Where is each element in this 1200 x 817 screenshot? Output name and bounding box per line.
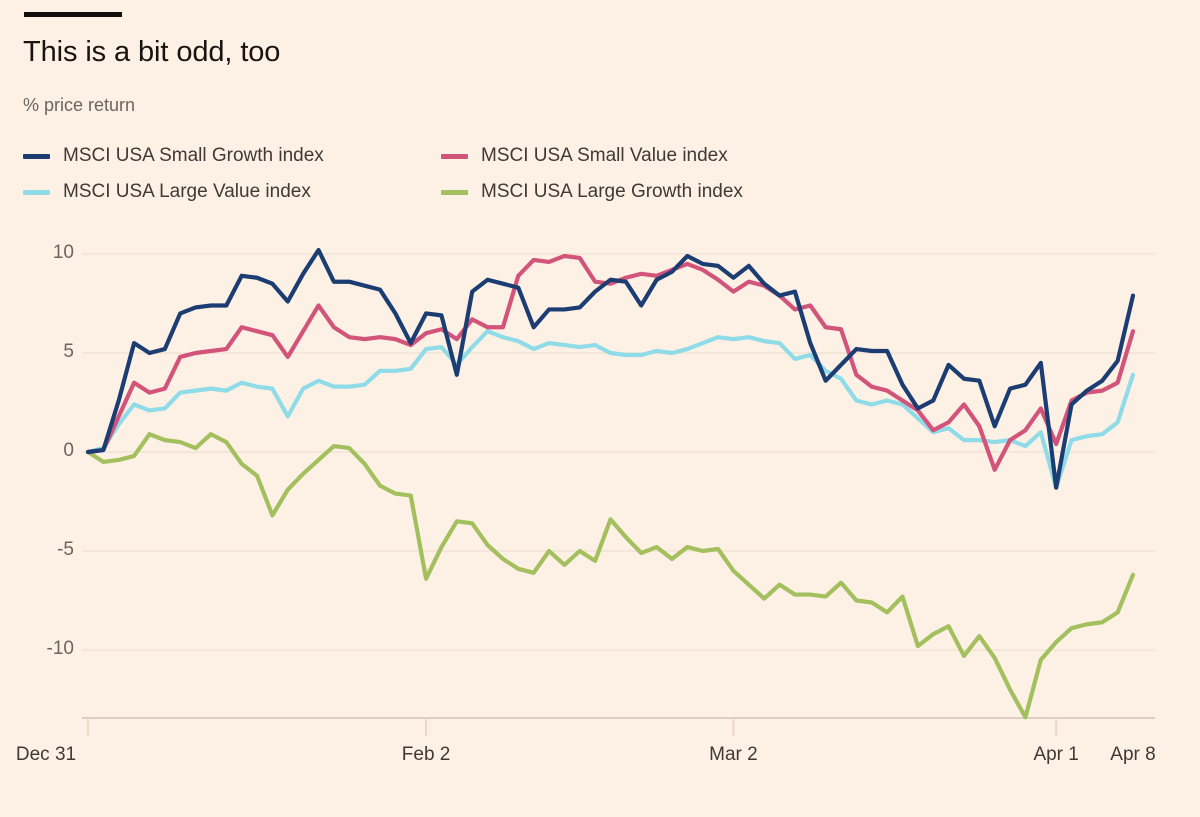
series-line — [85, 329, 1136, 490]
page-title: This is a bit odd, too — [23, 36, 281, 68]
series-line — [85, 253, 1136, 472]
x-axis-tick-label: Mar 2 — [709, 744, 758, 765]
legend-swatch-icon-small-value — [441, 153, 468, 159]
legend-row-2: MSCI USA Large Value index MSCI USA Larg… — [23, 177, 1143, 213]
legend-swatch-icon-small-growth — [23, 153, 50, 159]
y-axis-tick-label: 10 — [52, 242, 74, 263]
legend-item-small-growth[interactable]: MSCI USA Small Growth index — [23, 141, 441, 171]
legend-row-1: MSCI USA Small Growth index MSCI USA Sma… — [23, 141, 1143, 177]
series-line — [85, 432, 1136, 720]
legend-item-small-value[interactable]: MSCI USA Small Value index — [441, 141, 861, 171]
x-axis-tick-label: Apr 8 — [1110, 744, 1156, 765]
legend-swatch-icon-large-value — [23, 189, 50, 195]
legend-item-large-growth[interactable]: MSCI USA Large Growth index — [441, 177, 861, 207]
y-axis-tick-label: 0 — [63, 440, 74, 461]
chart-legend: MSCI USA Small Growth index MSCI USA Sma… — [23, 141, 1143, 213]
legend-label-large-growth: MSCI USA Large Growth index — [481, 181, 743, 202]
legend-label-small-growth: MSCI USA Small Growth index — [63, 145, 324, 166]
legend-label-small-value: MSCI USA Small Value index — [481, 145, 728, 166]
series-line — [85, 247, 1136, 490]
y-axis-tick-label: 5 — [63, 341, 74, 362]
y-axis-tick-label: -10 — [46, 638, 74, 659]
x-axis-tick-label: Apr 1 — [1033, 744, 1079, 765]
chart-subtitle: % price return — [23, 95, 136, 115]
legend-item-large-value[interactable]: MSCI USA Large Value index — [23, 177, 441, 207]
legend-swatch-icon-large-growth — [441, 189, 468, 195]
legend-label-large-value: MSCI USA Large Value index — [63, 181, 311, 202]
x-axis-tick-label: Feb 2 — [401, 744, 451, 765]
y-axis-tick-label: -5 — [57, 539, 74, 560]
x-axis-tick-label: Dec 31 — [15, 744, 77, 765]
top-rule-decoration — [24, 12, 122, 17]
